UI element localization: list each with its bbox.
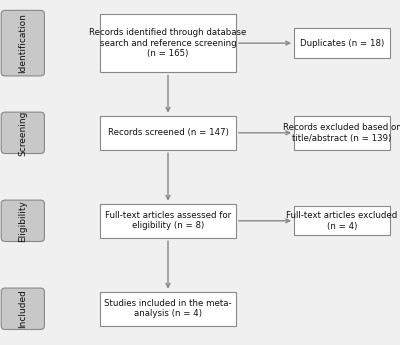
Text: Eligibility: Eligibility [18, 200, 27, 242]
FancyBboxPatch shape [1, 200, 44, 242]
Text: Included: Included [18, 289, 27, 328]
FancyBboxPatch shape [294, 116, 390, 150]
Text: Duplicates (n = 18): Duplicates (n = 18) [300, 39, 384, 48]
Text: Records screened (n = 147): Records screened (n = 147) [108, 128, 228, 137]
Text: Records excluded based on
title/abstract (n = 139): Records excluded based on title/abstract… [283, 123, 400, 142]
FancyBboxPatch shape [1, 10, 44, 76]
FancyBboxPatch shape [1, 112, 44, 154]
FancyBboxPatch shape [100, 292, 236, 326]
Text: Studies included in the meta-
analysis (n = 4): Studies included in the meta- analysis (… [104, 299, 232, 318]
Text: Identification: Identification [18, 13, 27, 73]
Text: Screening: Screening [18, 110, 27, 156]
FancyBboxPatch shape [1, 288, 44, 329]
FancyBboxPatch shape [100, 14, 236, 72]
FancyBboxPatch shape [100, 116, 236, 150]
Text: Records identified through database
search and reference screening
(n = 165): Records identified through database sear… [89, 28, 247, 58]
Text: Full-text articles assessed for
eligibility (n = 8): Full-text articles assessed for eligibil… [105, 211, 231, 230]
FancyBboxPatch shape [294, 29, 390, 58]
FancyBboxPatch shape [294, 206, 390, 235]
Text: Full-text articles excluded
(n = 4): Full-text articles excluded (n = 4) [286, 211, 398, 230]
FancyBboxPatch shape [100, 204, 236, 238]
